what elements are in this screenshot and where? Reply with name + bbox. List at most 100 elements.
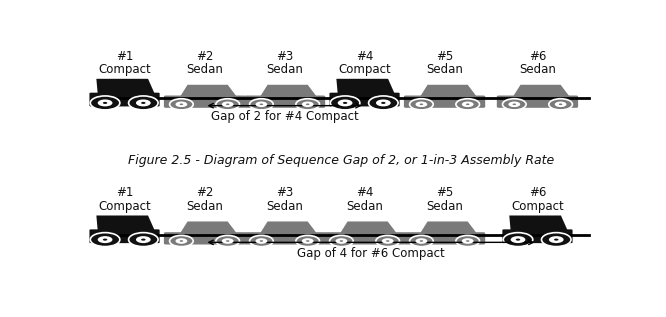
Circle shape xyxy=(136,236,151,243)
Circle shape xyxy=(420,240,423,242)
Circle shape xyxy=(549,99,572,110)
FancyBboxPatch shape xyxy=(404,95,486,108)
FancyBboxPatch shape xyxy=(324,232,405,244)
Text: #6: #6 xyxy=(529,186,546,199)
Circle shape xyxy=(176,238,187,244)
Polygon shape xyxy=(97,79,155,94)
Polygon shape xyxy=(180,85,237,97)
Polygon shape xyxy=(420,222,477,234)
Polygon shape xyxy=(513,85,570,97)
Text: #2: #2 xyxy=(196,49,213,62)
Circle shape xyxy=(306,240,310,242)
Polygon shape xyxy=(509,216,567,230)
Circle shape xyxy=(91,96,120,110)
Circle shape xyxy=(129,96,158,110)
Polygon shape xyxy=(336,79,395,94)
FancyBboxPatch shape xyxy=(164,232,245,244)
Circle shape xyxy=(170,236,193,247)
Polygon shape xyxy=(420,85,477,97)
Circle shape xyxy=(549,236,563,243)
Circle shape xyxy=(462,238,474,244)
Circle shape xyxy=(250,236,273,247)
Circle shape xyxy=(381,102,386,104)
Text: Gap of 2 for #4 Compact: Gap of 2 for #4 Compact xyxy=(210,110,358,123)
Circle shape xyxy=(503,99,526,110)
Circle shape xyxy=(456,99,480,110)
Circle shape xyxy=(98,236,113,243)
Circle shape xyxy=(302,238,314,244)
Circle shape xyxy=(296,99,320,110)
Text: #3: #3 xyxy=(276,49,293,62)
Circle shape xyxy=(382,238,394,244)
Circle shape xyxy=(180,103,183,105)
Circle shape xyxy=(513,103,516,105)
Circle shape xyxy=(103,239,107,241)
Circle shape xyxy=(420,103,423,105)
Circle shape xyxy=(503,233,533,247)
Circle shape xyxy=(296,236,320,247)
Circle shape xyxy=(141,102,146,104)
Polygon shape xyxy=(260,222,317,234)
Text: #5: #5 xyxy=(436,49,453,62)
Polygon shape xyxy=(180,222,237,234)
Circle shape xyxy=(216,99,240,110)
Circle shape xyxy=(376,236,400,247)
Circle shape xyxy=(256,238,267,244)
FancyBboxPatch shape xyxy=(89,230,160,243)
Circle shape xyxy=(416,238,428,244)
Circle shape xyxy=(508,101,520,107)
Text: Sedan: Sedan xyxy=(346,200,383,213)
Circle shape xyxy=(555,101,567,107)
Circle shape xyxy=(410,99,433,110)
Circle shape xyxy=(511,236,525,243)
Circle shape xyxy=(98,100,113,107)
Circle shape xyxy=(260,103,263,105)
Text: Sedan: Sedan xyxy=(186,63,223,76)
Circle shape xyxy=(338,100,352,107)
Circle shape xyxy=(515,239,520,241)
Text: Compact: Compact xyxy=(338,63,391,76)
Polygon shape xyxy=(340,222,397,234)
Circle shape xyxy=(343,102,347,104)
Text: Compact: Compact xyxy=(98,63,151,76)
Circle shape xyxy=(250,99,273,110)
Circle shape xyxy=(170,99,193,110)
Circle shape xyxy=(336,238,347,244)
FancyBboxPatch shape xyxy=(330,93,400,107)
Text: #4: #4 xyxy=(356,49,373,62)
Circle shape xyxy=(136,100,151,107)
FancyBboxPatch shape xyxy=(497,95,578,108)
Circle shape xyxy=(103,102,107,104)
Circle shape xyxy=(226,240,230,242)
Circle shape xyxy=(330,236,353,247)
Circle shape xyxy=(554,239,559,241)
Circle shape xyxy=(416,101,428,107)
Text: Sedan: Sedan xyxy=(426,200,463,213)
Circle shape xyxy=(306,103,310,105)
Text: Figure 2.5 - Diagram of Sequence Gap of 2, or 1-in-3 Assembly Rate: Figure 2.5 - Diagram of Sequence Gap of … xyxy=(128,153,555,167)
Circle shape xyxy=(222,238,234,244)
Circle shape xyxy=(386,240,390,242)
FancyBboxPatch shape xyxy=(244,232,325,244)
Text: #6: #6 xyxy=(529,49,546,62)
Circle shape xyxy=(180,240,183,242)
Circle shape xyxy=(216,236,240,247)
Polygon shape xyxy=(97,216,155,230)
FancyBboxPatch shape xyxy=(89,93,160,107)
Circle shape xyxy=(466,103,470,105)
Circle shape xyxy=(466,240,470,242)
Circle shape xyxy=(129,233,158,247)
Text: Sedan: Sedan xyxy=(186,200,223,213)
FancyBboxPatch shape xyxy=(244,95,325,108)
Polygon shape xyxy=(260,85,317,97)
Circle shape xyxy=(456,236,480,247)
Text: #1: #1 xyxy=(116,49,133,62)
Circle shape xyxy=(302,101,314,107)
Circle shape xyxy=(368,96,398,110)
Text: #4: #4 xyxy=(356,186,373,199)
Text: Sedan: Sedan xyxy=(426,63,463,76)
Circle shape xyxy=(559,103,562,105)
FancyBboxPatch shape xyxy=(164,95,245,108)
FancyBboxPatch shape xyxy=(502,230,573,243)
Circle shape xyxy=(330,96,360,110)
